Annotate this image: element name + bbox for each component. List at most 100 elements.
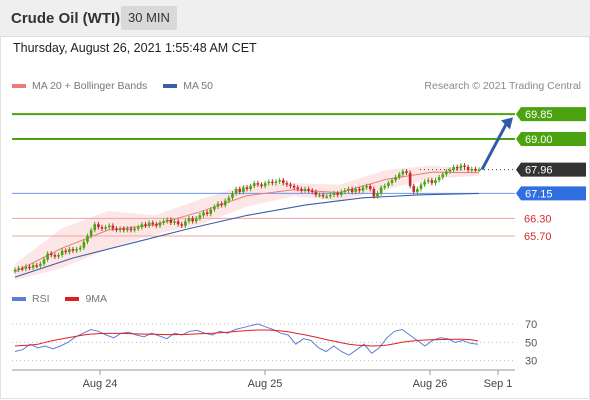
candle-body bbox=[129, 228, 133, 231]
candle bbox=[474, 166, 477, 172]
candle-body bbox=[49, 253, 53, 256]
candle bbox=[158, 220, 162, 229]
candle bbox=[24, 264, 28, 272]
candle bbox=[86, 233, 89, 245]
level-label-last-price: 67.96 bbox=[525, 165, 553, 177]
candle bbox=[423, 179, 426, 187]
candle-body bbox=[430, 180, 434, 184]
candle-body bbox=[350, 188, 354, 192]
candle-body bbox=[100, 227, 104, 229]
candle-body bbox=[397, 174, 401, 178]
candle bbox=[466, 164, 470, 173]
candle-body bbox=[310, 190, 314, 192]
candle bbox=[310, 188, 314, 195]
candle bbox=[118, 226, 122, 233]
candle bbox=[354, 186, 358, 195]
candle bbox=[477, 167, 481, 172]
candle bbox=[176, 218, 180, 227]
candle-body bbox=[474, 169, 477, 171]
candle bbox=[155, 221, 158, 229]
candle bbox=[379, 185, 383, 196]
candle bbox=[267, 179, 271, 186]
candle-body bbox=[111, 225, 115, 229]
level-label-resistance-1: 69.00 bbox=[525, 134, 553, 146]
candle-body bbox=[169, 219, 173, 223]
candle-body bbox=[155, 224, 158, 226]
candle-body bbox=[126, 228, 129, 231]
candle bbox=[336, 191, 339, 198]
candle-body bbox=[412, 186, 416, 192]
candle bbox=[64, 248, 68, 255]
candle-body bbox=[57, 255, 60, 257]
timeframe-button[interactable]: 30 MIN bbox=[121, 6, 177, 30]
candle-body bbox=[165, 219, 169, 222]
candle bbox=[42, 257, 46, 267]
bollinger-band bbox=[15, 165, 479, 280]
candle bbox=[390, 177, 394, 186]
candle bbox=[245, 185, 249, 192]
timestamp: Thursday, August 26, 2021 1:55:48 AM CET bbox=[13, 41, 257, 55]
candle-body bbox=[46, 253, 49, 260]
candle bbox=[223, 198, 227, 208]
candle-body bbox=[180, 224, 184, 226]
instrument-title: Crude Oil (WTI) bbox=[11, 10, 121, 27]
candle-body bbox=[68, 249, 71, 253]
candle bbox=[202, 210, 205, 218]
candle bbox=[35, 262, 39, 269]
candle-body bbox=[372, 188, 376, 197]
candle bbox=[93, 221, 97, 233]
candle bbox=[470, 166, 474, 173]
legend-item-rsi: RSI bbox=[12, 293, 50, 305]
candle-body bbox=[441, 174, 445, 178]
x-tick-label: Aug 25 bbox=[248, 378, 283, 390]
candle-body bbox=[20, 268, 24, 270]
candle-body bbox=[42, 259, 46, 264]
candle bbox=[416, 186, 419, 195]
rsi-legend: RSI 9MA bbox=[12, 293, 120, 305]
candle bbox=[75, 246, 78, 253]
candle-body bbox=[477, 169, 481, 172]
rsi-tick-label: 50 bbox=[525, 337, 537, 349]
candle-body bbox=[361, 187, 365, 191]
candle-body bbox=[118, 228, 122, 231]
candle-body bbox=[238, 188, 242, 192]
candle bbox=[292, 183, 296, 190]
candle-body bbox=[220, 203, 223, 206]
candle-body bbox=[17, 268, 20, 270]
candle-body bbox=[285, 183, 289, 185]
candle-body bbox=[216, 203, 220, 207]
candle bbox=[278, 177, 281, 184]
candle bbox=[220, 201, 223, 208]
candle bbox=[147, 220, 151, 229]
candle bbox=[107, 223, 111, 230]
candle-body bbox=[104, 227, 107, 229]
candle bbox=[459, 163, 463, 171]
candle-body bbox=[245, 187, 249, 189]
candle bbox=[57, 252, 60, 259]
candle bbox=[227, 195, 231, 204]
candle-body bbox=[339, 191, 343, 195]
candle bbox=[401, 169, 405, 177]
candle-body bbox=[394, 177, 397, 181]
candle-body bbox=[53, 255, 57, 257]
candle-body bbox=[358, 188, 361, 191]
candle bbox=[126, 226, 129, 233]
candle bbox=[314, 189, 318, 198]
candle-body bbox=[434, 180, 437, 184]
candle-body bbox=[274, 181, 278, 184]
candle bbox=[68, 246, 71, 255]
candle-body bbox=[122, 228, 126, 231]
candle-body bbox=[60, 250, 64, 256]
candle-body bbox=[147, 222, 151, 226]
candle bbox=[231, 191, 234, 201]
level-badge-resistance-2 bbox=[516, 107, 586, 122]
rsi-tick-label: 30 bbox=[525, 356, 537, 368]
legend-item-rsi-ma: 9MA bbox=[65, 293, 107, 305]
candle-body bbox=[249, 186, 252, 189]
candle-body bbox=[314, 191, 318, 195]
candle bbox=[289, 182, 292, 189]
candle bbox=[361, 185, 365, 193]
candle-body bbox=[191, 218, 194, 222]
candle-body bbox=[75, 249, 78, 251]
candle bbox=[39, 261, 42, 269]
